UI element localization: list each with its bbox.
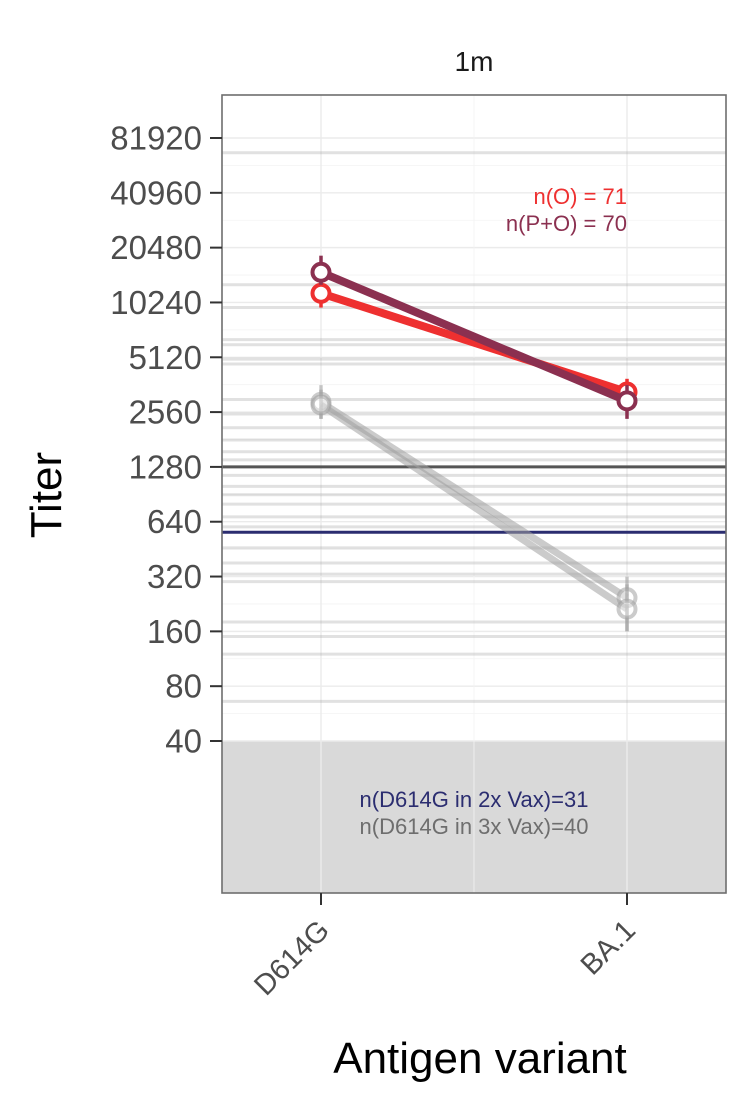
- y-tick-label: 1280: [129, 448, 202, 485]
- facet-title: 1m: [455, 46, 494, 77]
- annotation-label: n(O) = 71: [533, 184, 627, 209]
- y-tick-label: 320: [147, 558, 202, 595]
- annotation-label: n(P+O) = 70: [506, 211, 627, 236]
- y-axis-title: Titer: [22, 452, 71, 538]
- series-line: [319, 402, 629, 613]
- y-tick-label: 160: [147, 613, 202, 650]
- panel-border: [221, 94, 727, 894]
- series-line: [319, 399, 629, 601]
- y-tick-label: 10240: [110, 284, 202, 321]
- data-point: [616, 598, 638, 620]
- y-tick-label: 40960: [110, 174, 202, 211]
- y-tick-label: 5120: [129, 339, 202, 376]
- y-tick-label: 80: [165, 668, 202, 705]
- x-axis-title: Antigen variant: [333, 1034, 627, 1083]
- y-tick-label: 40: [165, 723, 202, 760]
- y-tick-label: 81920: [110, 120, 202, 157]
- data-point: [310, 394, 332, 416]
- y-tick-label: 640: [147, 503, 202, 540]
- data-point: [310, 282, 332, 304]
- annotation-label: n(D614G in 3x Vax)=40: [360, 814, 589, 839]
- series-line: [319, 268, 629, 405]
- y-tick-label: 2560: [129, 394, 202, 431]
- data-point: [310, 261, 332, 283]
- data-point: [616, 390, 638, 412]
- plot-area: 40 80 160 320 640 1280 2560 5120 10240 20480 40960…: [110, 94, 727, 1002]
- y-tick-label: 20480: [110, 229, 202, 266]
- annotation-label: n(D614G in 2x Vax)=31: [360, 787, 589, 812]
